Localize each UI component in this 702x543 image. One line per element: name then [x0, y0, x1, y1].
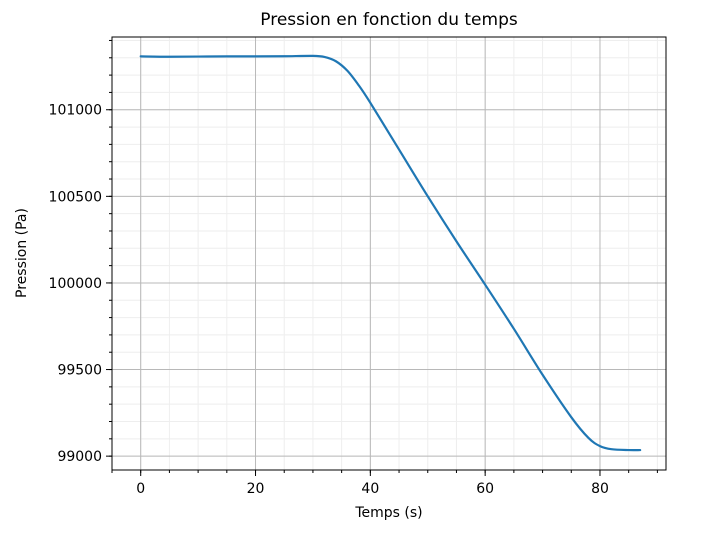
plot-frame	[111, 36, 667, 471]
minor-grid	[111, 37, 666, 470]
series-line	[139, 54, 642, 452]
x-axis-label: Temps (s)	[354, 505, 422, 521]
y-tick-label: 100000	[49, 276, 102, 292]
y-tick-label: 101000	[49, 103, 102, 119]
y-axis-label: Pression (Pa)	[14, 208, 30, 298]
x-axis-ticks: 0 20 40 60 80	[111, 470, 658, 497]
major-grid	[112, 37, 666, 470]
x-tick-label: 20	[247, 481, 265, 497]
x-tick-label: 60	[476, 481, 494, 497]
chart-title: Pression en fonction du temps	[260, 10, 518, 30]
y-tick-label: 99000	[57, 449, 102, 465]
y-tick-label: 99500	[57, 363, 102, 379]
x-tick-label: 80	[591, 481, 609, 497]
series-layer	[139, 54, 642, 452]
x-tick-label: 40	[361, 481, 379, 497]
x-tick-label: 0	[136, 481, 145, 497]
y-tick-label: 100500	[49, 189, 102, 205]
y-axis-ticks: 99000 99500 100000 100500 101000	[49, 39, 112, 465]
